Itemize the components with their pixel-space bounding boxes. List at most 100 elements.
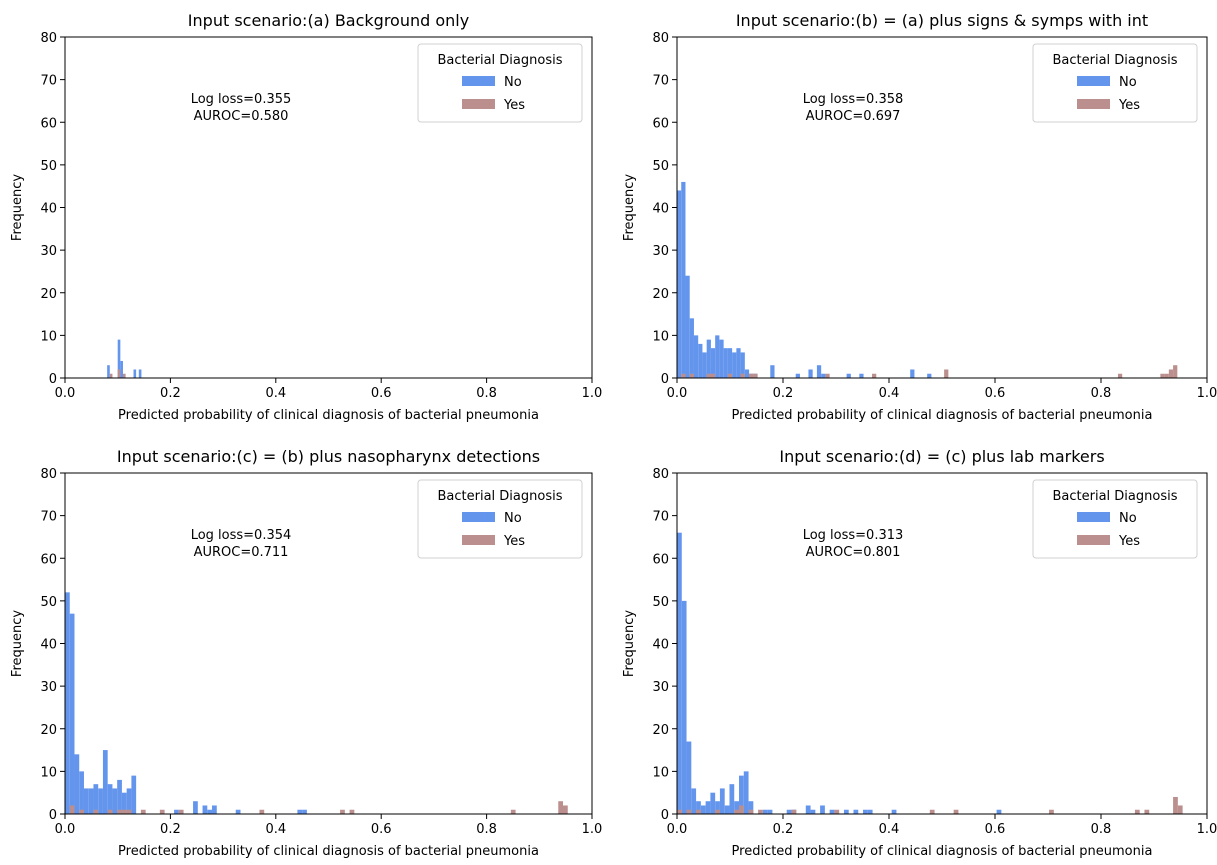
bar <box>79 809 84 814</box>
bar <box>178 809 184 814</box>
x-tick-label: 0.4 <box>879 386 900 401</box>
series-no <box>65 592 307 814</box>
bar <box>740 352 745 378</box>
y-tick-label: 40 <box>652 202 669 217</box>
bar <box>729 784 735 814</box>
x-tick-label: 0.4 <box>265 822 286 837</box>
bar <box>953 809 959 814</box>
y-tick-label: 70 <box>652 510 669 525</box>
x-tick-label: 0.2 <box>773 822 794 837</box>
bar <box>859 373 864 378</box>
bar <box>83 788 89 814</box>
bar <box>702 352 707 378</box>
bar <box>719 788 725 814</box>
bar <box>677 809 682 814</box>
auroc-annotation: AUROC=0.801 <box>806 545 901 560</box>
bar <box>791 809 797 814</box>
bar <box>698 343 703 378</box>
y-tick-label: 60 <box>652 552 669 567</box>
y-tick-label: 40 <box>40 638 57 653</box>
x-tick-label: 0.0 <box>55 386 76 401</box>
bar <box>510 809 516 814</box>
y-axis-label: Frequency <box>622 610 637 677</box>
y-tick-label: 20 <box>40 723 57 738</box>
histogram-panel-4: Input scenario:(d) = (c) plus lab marker… <box>622 447 1217 859</box>
legend-swatch-yes <box>462 535 495 545</box>
y-tick-label: 30 <box>652 244 669 259</box>
legend-swatch-no <box>1077 512 1110 522</box>
chart-title: Input scenario:(c) = (b) plus nasopharyn… <box>117 447 540 466</box>
bar <box>825 373 830 378</box>
histogram-panel-3: Input scenario:(c) = (b) plus nasopharyn… <box>10 447 602 859</box>
y-tick-label: 70 <box>652 74 669 89</box>
chart-title: Input scenario:(b) = (a) plus signs & sy… <box>736 11 1148 30</box>
legend-swatch-no <box>462 512 495 522</box>
bar <box>705 801 711 814</box>
bar <box>677 532 682 814</box>
bar <box>748 801 754 814</box>
bar <box>734 809 740 814</box>
legend: Bacterial Diagnosis No Yes <box>417 479 583 559</box>
bar <box>107 365 110 378</box>
y-tick-label: 30 <box>40 244 57 259</box>
bar <box>715 335 720 378</box>
legend-title: Bacterial Diagnosis <box>1053 489 1178 504</box>
chart-title: Input scenario:(a) Background only <box>188 11 469 30</box>
legend-swatch-no <box>1077 76 1110 86</box>
bar <box>710 373 716 378</box>
bar <box>748 809 754 814</box>
bar <box>929 809 935 814</box>
y-tick-label: 20 <box>652 723 669 738</box>
bar <box>696 801 701 814</box>
bar <box>558 801 564 814</box>
bar <box>1177 805 1183 814</box>
y-tick-label: 70 <box>40 74 57 89</box>
bar <box>739 805 744 814</box>
chart-title: Input scenario:(d) = (c) plus lab marker… <box>779 447 1104 466</box>
bar <box>69 805 75 814</box>
series-yes <box>681 365 1178 378</box>
bar <box>867 809 873 814</box>
legend-label-no: No <box>504 511 522 526</box>
bar <box>102 750 108 814</box>
bar <box>715 809 720 814</box>
bar <box>710 792 716 814</box>
legend-label-yes: Yes <box>1118 534 1140 549</box>
y-tick-label: 0 <box>49 808 57 823</box>
bar <box>805 805 811 814</box>
bar <box>117 779 122 814</box>
bar <box>724 805 730 814</box>
bar <box>795 373 800 378</box>
bar <box>297 809 303 814</box>
legend-label-no: No <box>1119 75 1137 90</box>
y-tick-label: 10 <box>652 765 669 780</box>
bar <box>69 613 75 814</box>
bar <box>1144 809 1150 814</box>
legend-swatch-yes <box>462 99 495 109</box>
y-tick-label: 20 <box>652 287 669 302</box>
y-tick-label: 30 <box>40 680 57 695</box>
y-tick-label: 50 <box>652 159 669 174</box>
bar <box>739 775 744 814</box>
y-tick-label: 60 <box>652 116 669 131</box>
auroc-annotation: AUROC=0.697 <box>806 109 901 124</box>
bar <box>715 801 720 814</box>
legend-label-no: No <box>504 75 522 90</box>
x-tick-label: 0.6 <box>371 822 392 837</box>
bar <box>927 373 932 378</box>
bar <box>140 809 146 814</box>
x-tick-label: 0.4 <box>879 822 900 837</box>
bar <box>846 373 851 378</box>
bar <box>302 809 307 814</box>
bar <box>758 809 763 814</box>
y-tick-label: 20 <box>40 287 57 302</box>
bar <box>126 809 132 814</box>
bar <box>727 373 733 378</box>
bar <box>93 784 99 814</box>
bar <box>207 809 213 814</box>
bar <box>685 275 690 378</box>
bar <box>174 809 179 814</box>
x-tick-label: 0.0 <box>667 386 688 401</box>
legend-box <box>417 479 583 559</box>
